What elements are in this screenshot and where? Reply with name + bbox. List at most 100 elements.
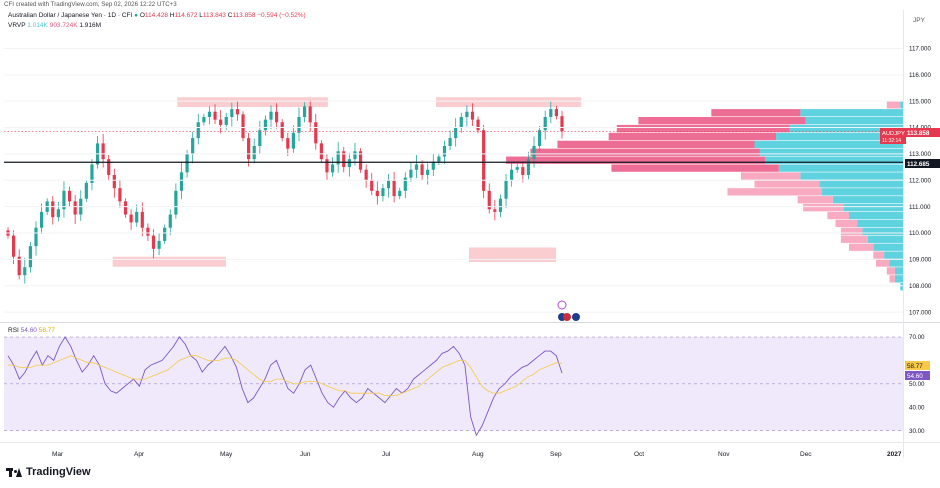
candle-body [191,138,195,154]
symbol-title[interactable]: Australian Dollar / Japanese Yen · 1D · … [8,12,133,19]
candle-body [476,119,480,131]
tradingview-logo[interactable]: TradingView [6,466,91,478]
vp-sell-bar [849,243,874,251]
candle-body [291,132,295,149]
candle-body [62,190,66,210]
time-tick-label: Jul [382,451,391,458]
change-value: −0.594 (−0.52%) [257,12,306,19]
hline-badge: 112.685 [905,159,940,168]
candle-body [314,122,318,144]
symbol-legend: Australian Dollar / Japanese Yen · 1D · … [8,12,306,19]
vrvp-legend[interactable]: VRVP 1.014K 903.724K 1.916M [8,22,101,29]
tradingview-logo-icon [6,467,22,477]
vp-buy-bar [873,243,903,251]
candle-body [459,117,463,128]
volume-profile [506,101,903,291]
time-tick-label: Nov [718,451,730,458]
candle-body [252,146,256,160]
vrvp-value-2: 903.724K [49,22,78,29]
vp-buy-bar [776,132,903,141]
candle-body [129,214,133,223]
candle-body [275,111,279,123]
candle-body [538,130,542,146]
candle-body [470,111,475,120]
vrvp-value-1: 1.014K [27,22,48,29]
rsi-tick-label: 50.00 [909,381,925,388]
candle-body [90,164,94,183]
vp-sell-bar [727,188,822,196]
candle-body [84,182,88,199]
candle-body [157,240,161,249]
candle-body [319,143,323,160]
flag-jp-icon[interactable] [563,313,571,321]
chart-header: CFI created with TradingView.com, Sep 02… [4,1,177,8]
time-tick-label: Oct [634,451,644,458]
zone-rect [436,97,582,107]
vp-sell-bar [873,251,885,259]
candle-body [454,127,458,139]
candle-body [392,180,396,197]
candle-body [403,177,407,191]
candle-body [202,117,206,123]
time-tick-label: Apr [134,451,145,458]
vp-sell-bar [889,275,895,283]
candle-body [219,119,223,125]
candle-body [112,175,116,189]
candle-body [409,169,413,178]
candle-body [543,117,547,131]
candle-body [135,211,139,223]
rsi-tick-label: 70.00 [909,334,925,341]
candle-body [151,235,156,249]
vp-buy-bar [884,251,903,259]
candle-body [330,164,335,173]
time-tick-label: Sep [550,451,562,458]
candle-body [23,267,27,276]
last-price-countdown: 11:32:14 [882,138,901,144]
rsi-value-badge: 54.60 [907,373,923,380]
candle-body [364,169,368,181]
flag-au-icon[interactable] [572,313,580,321]
candle-body [554,109,559,117]
candle-body [353,151,357,160]
vp-sell-bar [827,211,849,220]
vp-sell-bar [711,109,801,117]
rsi-tick-label: 40.00 [909,404,925,411]
candle-body [414,164,419,170]
candle-body [482,130,486,191]
event-markers[interactable] [557,300,580,321]
candle-body [56,209,60,218]
price-tick-label: 116.000 [909,72,931,79]
vp-sell-bar [803,204,844,212]
vrvp-value-3: 1.916M [79,22,102,29]
vp-sell-bar [741,172,801,180]
candle-body [17,256,21,276]
event-icon[interactable] [557,300,567,310]
rsi-line [7,336,563,437]
time-tick-label: Mar [52,451,64,458]
price-tick-label: 108.000 [909,283,932,290]
candle-body [185,153,189,173]
close-label: C [227,12,233,19]
candle-body [448,138,452,146]
time-tick-label: Jun [300,451,311,458]
time-axis[interactable]: Mar Apr May Jun Jul Aug Sep Oct Nov Dec 2027 [52,451,902,458]
candle-body [431,161,435,170]
candle-body [426,169,430,175]
rsi-legend[interactable]: RSI 54.60 58.77 [8,327,55,334]
candle-body [465,111,469,117]
rsi-label: RSI [8,327,19,334]
candle-body [442,146,447,157]
candlesticks [6,100,564,284]
rsi-axis[interactable]: 70.00 50.00 40.00 30.00 [909,334,925,435]
vp-buy-bar [843,204,903,212]
vp-sell-bar [876,259,890,267]
candle-body [247,138,251,160]
price-axis[interactable]: 117.000116.000115.000114.000113.000112.0… [4,46,932,317]
candle-body [174,190,178,215]
candle-body [179,172,184,191]
candle-body [386,180,391,189]
vp-sell-bar [608,132,777,141]
price-tick-label: 107.000 [909,309,932,316]
candle-body [342,151,346,168]
